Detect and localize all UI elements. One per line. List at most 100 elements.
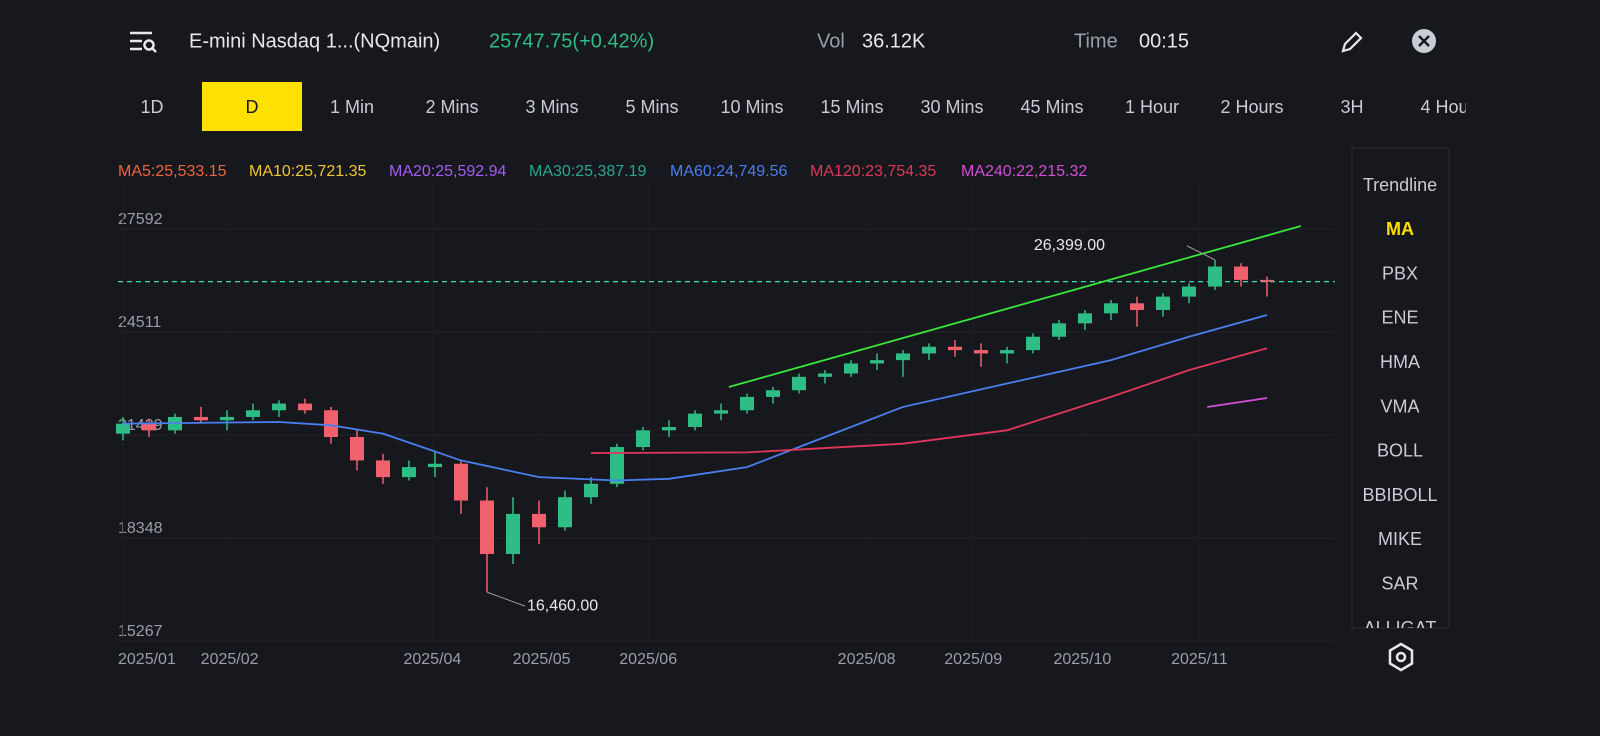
tab[interactable]: 1 Hour	[1125, 97, 1179, 117]
tab[interactable]: 1D	[140, 97, 163, 117]
timeframe-tabs: 1D D 1 Min 2 Mins 3 Mins 5 Mins 10 Mins 15 Mins…	[140, 82, 1483, 131]
edit-icon[interactable]	[1341, 31, 1363, 53]
y-tick-label: 27592	[118, 211, 163, 228]
tab[interactable]: D	[246, 97, 259, 117]
time-label: Time	[1074, 30, 1118, 52]
ma-label: MA240:22,215.32	[961, 163, 1087, 180]
close-button[interactable]	[1412, 29, 1436, 53]
candle-body	[324, 410, 338, 438]
x-tick-label: 2025/06	[619, 651, 677, 668]
candle-body	[142, 423, 156, 431]
candle-body	[1104, 303, 1118, 314]
x-tick-label: 2025/09	[944, 651, 1002, 668]
candle-body	[194, 416, 208, 421]
candle-body	[220, 416, 234, 421]
candle-body	[1026, 336, 1040, 351]
indicator-item[interactable]: BOLL	[1377, 441, 1423, 461]
candle-body	[948, 346, 962, 351]
candle-body	[376, 460, 390, 478]
indicator-item[interactable]: ENE	[1381, 308, 1418, 328]
annotation-label: 16,460.00	[527, 597, 598, 614]
y-tick-label: 18348	[118, 520, 163, 537]
x-tick-label: 2025/01	[118, 651, 176, 668]
y-tick-label: 24511	[118, 314, 161, 331]
indicator-item[interactable]: SAR	[1381, 573, 1418, 593]
ma-labels: MA5:25,533.15 MA10:25,721.35 MA20:25,592.9…	[118, 163, 1087, 180]
candle-body	[688, 413, 702, 427]
candle-body	[1234, 266, 1248, 280]
ma-label: MA10:25,721.35	[249, 163, 367, 180]
ma-label: MA20:25,592.94	[389, 163, 507, 180]
ma-label: MA30:25,387.19	[529, 163, 647, 180]
annotation-label: 26,399.00	[1034, 237, 1105, 254]
candle-body	[974, 350, 988, 354]
settings-icon[interactable]	[1388, 642, 1414, 672]
ma-line	[590, 347, 1268, 454]
annotation-leader	[486, 591, 526, 607]
vol-label: Vol	[817, 30, 845, 52]
candle-body	[870, 360, 884, 364]
ma-label: MA60:24,749.56	[670, 163, 788, 180]
indicator-item[interactable]: MIKE	[1378, 529, 1422, 549]
y-tick-label: 15267	[118, 623, 163, 640]
candle-body	[662, 426, 676, 431]
candle-body	[714, 410, 728, 414]
candle-body	[1182, 286, 1196, 297]
tab[interactable]: 10 Mins	[720, 97, 783, 117]
candle-body	[246, 410, 260, 417]
candle-body	[844, 363, 858, 374]
tab[interactable]: 2 Mins	[425, 97, 478, 117]
tab[interactable]: 45 Mins	[1020, 97, 1083, 117]
candle-body	[480, 500, 494, 555]
tab[interactable]: 1 Min	[330, 97, 374, 117]
price: 25747.75(+0.42%)	[489, 30, 654, 52]
time: 00:15	[1139, 30, 1189, 52]
tab[interactable]: 2 Hours	[1220, 97, 1283, 117]
candle-body	[610, 447, 624, 484]
side-panel	[1351, 147, 1450, 629]
instrument-title[interactable]: E-mini Nasdaq 1...(NQmain)	[189, 30, 440, 52]
candle-body	[896, 353, 910, 361]
indicator-item[interactable]: Trendline	[1363, 175, 1437, 195]
candle-body	[350, 437, 364, 461]
indicator-item[interactable]: HMA	[1380, 352, 1420, 372]
indicator-item[interactable]: MA	[1386, 219, 1414, 239]
indicator-item[interactable]: BBIBOLL	[1362, 485, 1437, 505]
ma-line	[122, 314, 1268, 482]
selected-tab	[202, 82, 302, 131]
candle-body	[766, 390, 780, 397]
x-tick-label: 2025/04	[403, 651, 461, 668]
candle-body	[1000, 350, 1014, 354]
candle-body	[1130, 303, 1144, 310]
tab[interactable]: 30 Mins	[920, 97, 983, 117]
candle-body	[922, 346, 936, 354]
candle-body	[1052, 323, 1066, 337]
x-tick-label: 2025/10	[1053, 651, 1111, 668]
tab[interactable]: 3 Mins	[525, 97, 578, 117]
candle-body	[402, 467, 416, 478]
tab[interactable]: 15 Mins	[820, 97, 883, 117]
ma-line	[728, 225, 1302, 388]
x-tick-label: 2025/11	[1171, 651, 1228, 668]
tab[interactable]: 5 Mins	[625, 97, 678, 117]
indicator-item[interactable]: PBX	[1382, 263, 1418, 283]
candle-body	[636, 430, 650, 448]
ma-label: MA5:25,533.15	[118, 163, 227, 180]
x-tick-label: 2025/02	[201, 651, 259, 668]
indicator-item[interactable]: ALLIGAT	[1364, 618, 1437, 638]
candle-body	[558, 497, 572, 528]
menu-icon[interactable]	[130, 31, 157, 53]
candle-body	[116, 423, 130, 434]
vol: 36.12K	[862, 30, 926, 52]
tab[interactable]: 4 Hours	[1420, 97, 1483, 117]
candle-body	[792, 376, 806, 391]
candle-body	[454, 463, 468, 501]
indicator-item[interactable]: VMA	[1380, 396, 1419, 416]
candle-body	[584, 483, 598, 498]
candle-body	[1260, 279, 1274, 282]
candle-body	[272, 403, 286, 411]
tab[interactable]: 3H	[1340, 97, 1363, 117]
candle-body	[818, 373, 832, 377]
candle-body	[428, 463, 442, 468]
